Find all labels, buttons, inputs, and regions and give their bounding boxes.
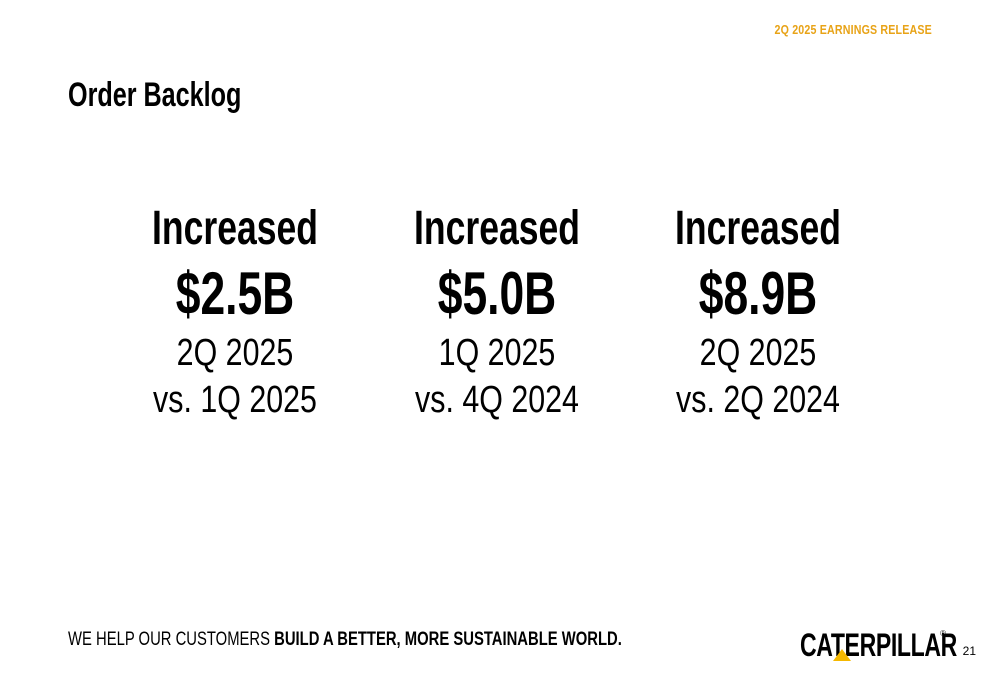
tagline-regular: WE HELP OUR CUSTOMERS <box>68 629 275 650</box>
stat-comparison: vs. 1Q 2025 <box>153 379 317 421</box>
logo-triangle-icon <box>833 649 851 661</box>
stat-period: 2Q 2025 <box>699 332 817 374</box>
caterpillar-logo: CATERPILLAR ® <box>800 628 957 662</box>
stat-comparison: vs. 2Q 2024 <box>676 379 840 421</box>
footer-tagline: WE HELP OUR CUSTOMERS BUILD A BETTER, MO… <box>68 629 622 651</box>
page-title: Order Backlog <box>68 76 242 114</box>
stat-block-2: Increased $5.0B 1Q 2025 vs. 4Q 2024 <box>367 200 627 424</box>
registered-mark: ® <box>940 629 946 638</box>
stat-period: 1Q 2025 <box>438 332 556 374</box>
stats-row: Increased $2.5B 2Q 2025 vs. 1Q 2025 Incr… <box>0 200 1000 440</box>
stat-headline: Increased <box>675 202 841 255</box>
stat-headline: Increased <box>414 202 580 255</box>
tagline-bold: BUILD A BETTER, MORE SUSTAINABLE WORLD. <box>274 629 622 650</box>
release-tag: 2Q 2025 EARNINGS RELEASE <box>774 22 932 37</box>
stat-period: 2Q 2025 <box>176 332 294 374</box>
page-number: 21 <box>962 644 976 658</box>
stat-headline: Increased <box>152 202 318 255</box>
stat-amount: $5.0B <box>437 260 557 327</box>
stat-amount: $2.5B <box>175 260 295 327</box>
stat-comparison: vs. 4Q 2024 <box>415 379 579 421</box>
stat-block-3: Increased $8.9B 2Q 2025 vs. 2Q 2024 <box>628 200 888 424</box>
stat-block-1: Increased $2.5B 2Q 2025 vs. 1Q 2025 <box>105 200 365 424</box>
stat-amount: $8.9B <box>698 260 818 327</box>
logo-wordmark: CATERPILLAR <box>800 627 957 663</box>
